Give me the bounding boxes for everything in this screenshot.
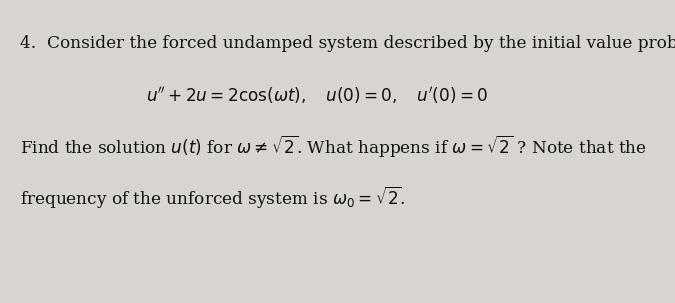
Text: $u'' + 2u = 2\cos(\omega t), \quad u(0) = 0, \quad u'(0) = 0$: $u'' + 2u = 2\cos(\omega t), \quad u(0) … <box>146 85 488 106</box>
Text: frequency of the unforced system is $\omega_0 = \sqrt{2}$.: frequency of the unforced system is $\om… <box>20 185 406 211</box>
Text: 4.  Consider the forced undamped system described by the initial value probler: 4. Consider the forced undamped system d… <box>20 35 675 52</box>
Text: Find the solution $u(t)$ for $\omega \neq \sqrt{2}$. What happens if $\omega = \: Find the solution $u(t)$ for $\omega \ne… <box>20 134 647 160</box>
